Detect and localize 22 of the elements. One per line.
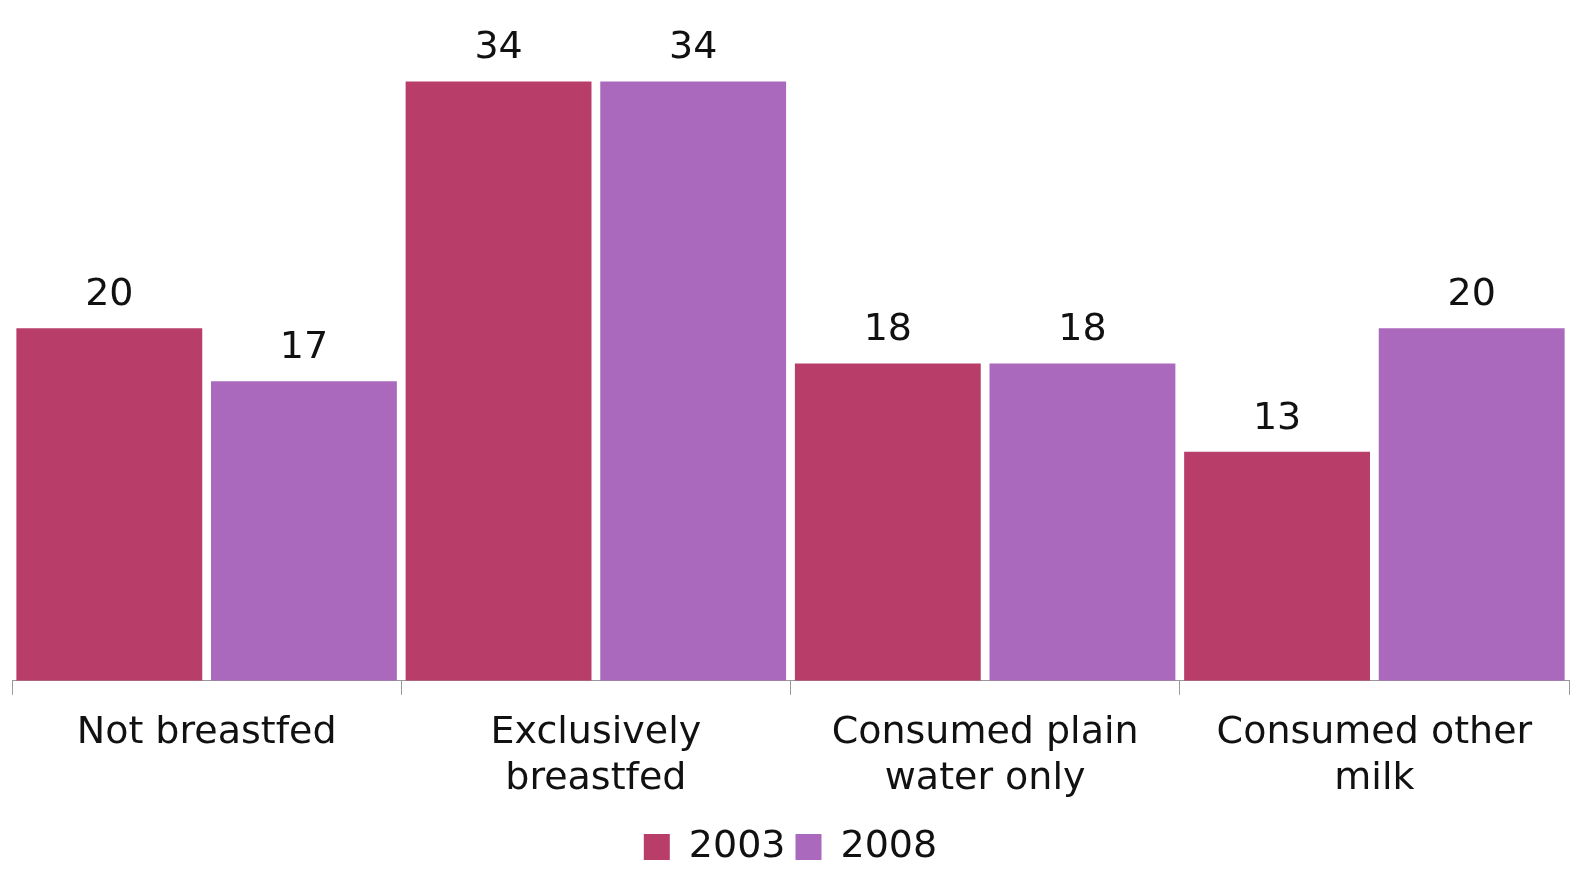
bar	[405, 81, 592, 681]
data-label: 18	[1058, 305, 1107, 350]
x-tick-label: Consumed plain water only	[831, 708, 1139, 799]
data-label: 34	[474, 23, 523, 68]
data-label: 18	[863, 305, 912, 350]
data-label: 20	[1447, 270, 1496, 315]
bar	[600, 81, 787, 681]
bar	[16, 328, 203, 681]
legend-label: 2008	[840, 821, 938, 866]
bar	[794, 363, 981, 681]
bar	[1378, 328, 1565, 681]
data-label: 34	[669, 23, 718, 68]
x-tick-label: Consumed other milk	[1216, 708, 1533, 799]
data-label: 17	[279, 323, 329, 368]
bar	[989, 363, 1176, 681]
bar	[211, 381, 397, 681]
x-tick-label: Exclusively breastfed	[490, 708, 702, 799]
legend-label: 2003	[688, 821, 786, 866]
data-label: 13	[1252, 393, 1302, 438]
data-label: 20	[85, 270, 134, 315]
x-tick-label: Not breastfed	[76, 708, 337, 753]
bar	[1184, 451, 1370, 681]
